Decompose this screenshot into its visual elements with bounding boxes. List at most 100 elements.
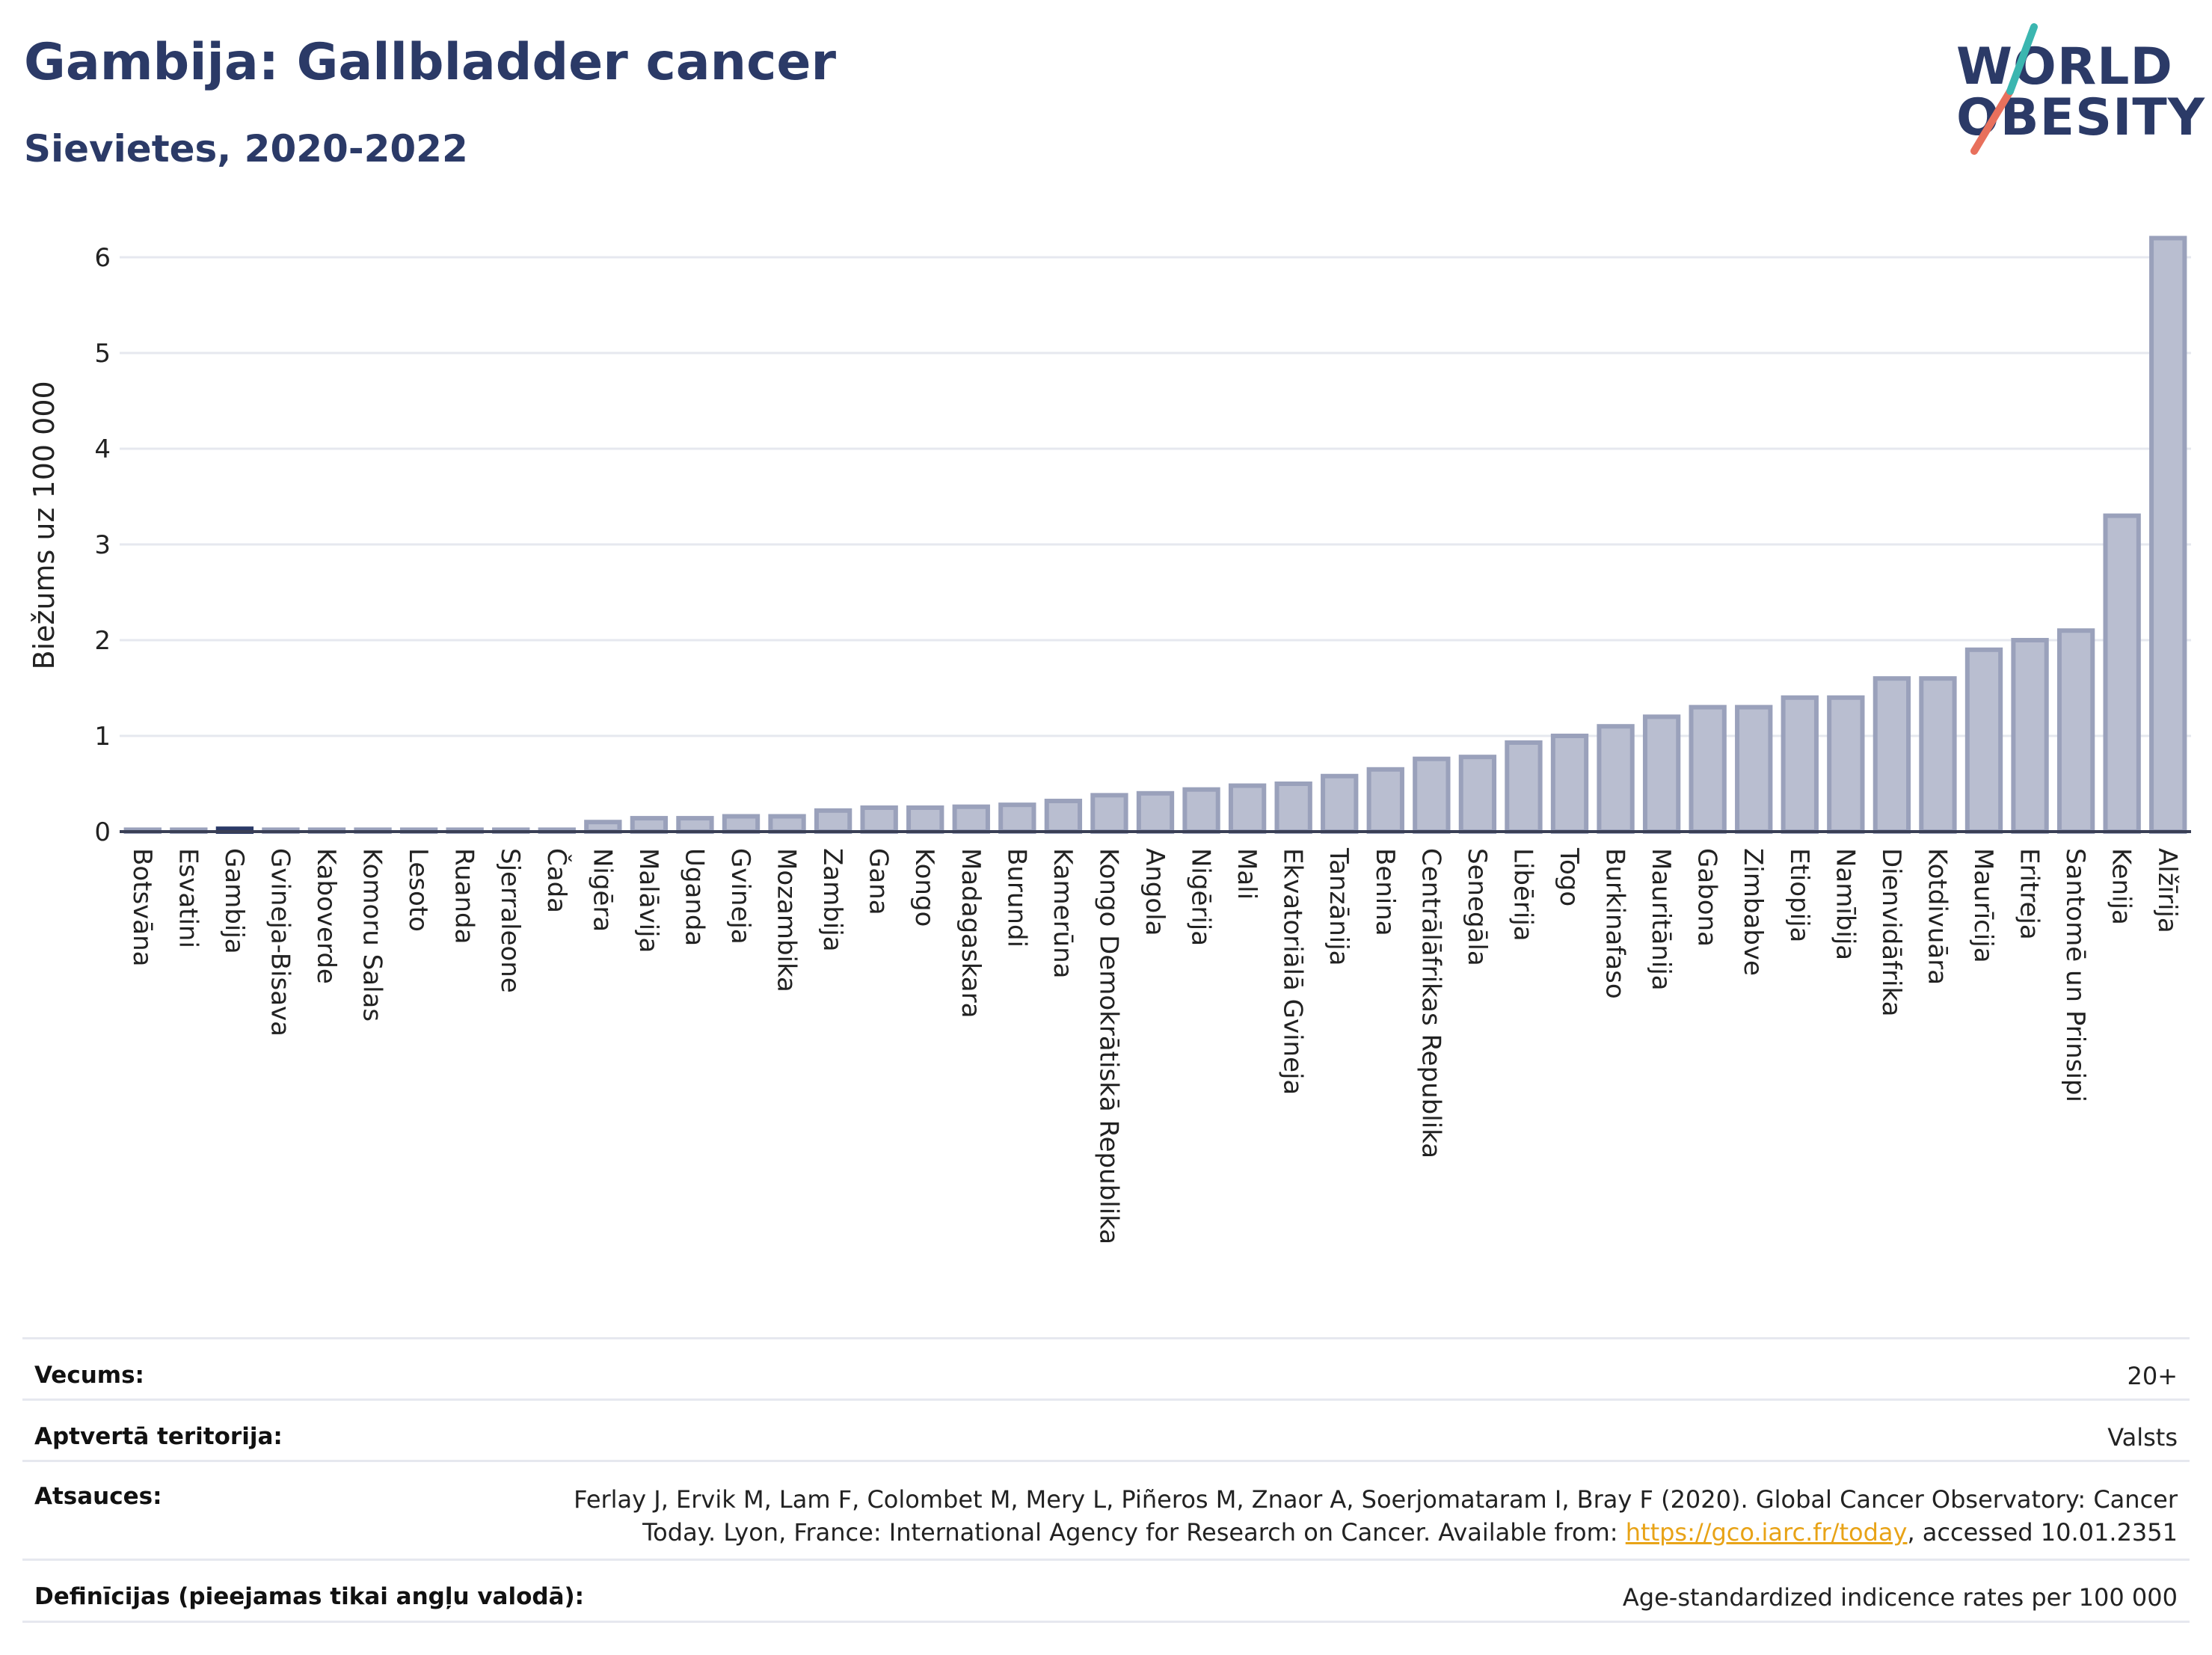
footer-label-age: Vecums: [34,1362,144,1389]
x-tick-label: Botsvāna [127,848,157,967]
footer-label-territory: Aptvertā teritorija: [34,1423,283,1450]
bar [1274,782,1312,834]
bar [998,802,1036,835]
y-tick-label: 0 [94,817,111,847]
x-tick-label: Libērija [1508,848,1537,942]
x-tick-label: Nigēra [587,848,617,932]
footer-label-definitions: Definīcijas (pieejamas tikai angļu valod… [34,1583,585,1610]
bar [1182,787,1220,835]
world-obesity-logo: WORLD OBESITY [1952,22,2205,157]
x-tick-label: Benina [1370,848,1400,936]
x-tick-label: Centrālāfrikas Republika [1416,848,1446,1158]
footer-label-sources: Atsauces: [34,1483,162,1510]
bar [1550,734,1589,834]
x-tick-label: Dienvidāfrika [1876,848,1906,1016]
y-tick-label: 4 [94,435,111,464]
footer-row-sources: Atsauces: Ferlay J, Ervik M, Lam F, Colo… [22,1460,2190,1559]
bar [630,816,669,834]
x-tick-label: Sjerraleone [495,848,525,993]
x-tick-label: Kongo [909,848,939,927]
x-tick-label: Kotdivuāra [1922,848,1952,985]
x-tick-label: Ruanda [449,848,479,944]
logo-slash-icon [1970,23,2038,155]
x-tick-label: Gvineja-Bisava [265,848,295,1037]
bar [1964,647,2003,834]
y-tick-label: 1 [94,722,111,752]
x-tick-label: Namībija [1830,848,1860,960]
x-tick-label: Zambija [817,848,847,952]
bar [676,816,714,834]
footer-value-age: 20+ [2127,1362,2178,1390]
x-tick-label: Senegāla [1462,848,1492,966]
x-tick-label: Kaboverde [311,848,341,984]
bar [1228,783,1267,835]
x-tick-label: Lesoto [403,848,433,932]
bar [1090,793,1128,834]
x-tick-label: Burundi [1001,848,1031,948]
x-tick-label: Kamerūna [1048,848,1078,978]
bar [814,808,852,834]
bar [1597,724,1635,835]
bar [1366,767,1404,835]
x-tick-label: Gabona [1692,848,1722,947]
chart-title: Gambija: Gallbladder cancer [24,33,837,92]
bar [1136,790,1175,835]
x-tick-label: Santomē un Prinsipi [2060,848,2090,1102]
bar [1505,740,1543,835]
footer-row-age: Vecums: 20+ [22,1337,2190,1399]
x-tick-label: Uganda [679,848,709,946]
bar [1044,799,1083,835]
x-tick-label: Nigērija [1186,848,1216,946]
x-tick-label: Alžīrija [2152,848,2182,933]
x-tick-label: Gvineja [725,848,755,945]
x-tick-label: Eritreja [2015,848,2044,940]
logo-line1: WORLD [1956,37,2173,96]
bar [860,805,898,834]
bar [1689,704,1727,834]
x-tick-label: Burkinafaso [1600,848,1630,999]
bar [1827,695,1865,834]
source-link[interactable]: https://gco.iarc.fr/today [1625,1518,1908,1547]
bar-chart: 0 1 2 3 4 5 6 Biežums uz 100 000 Botsvāna Esvatin… [28,236,2191,1244]
footer-source-line2-before: Today. Lyon, France: International Agenc… [642,1518,1626,1547]
bar [1642,714,1681,835]
bar [1321,773,1359,835]
y-tick-label: 3 [94,530,111,560]
y-tick-label: 5 [94,339,111,369]
bar [1919,676,1957,835]
x-tick-label: Zimbabve [1738,848,1768,976]
bar [722,814,761,835]
x-tick-label: Kenija [2107,848,2136,925]
x-tick-label: Mozambika [772,848,802,992]
x-tick-label: Mali [1232,848,1262,900]
x-tick-label: Komoru Salas [357,848,387,1022]
footer-value-sources: Ferlay J, Ervik M, Lam F, Colombet M, Me… [574,1483,2178,1549]
footer-row-definitions: Definīcijas (pieejamas tikai angļu valod… [22,1559,2190,1623]
x-tick-label: Madagaskara [956,848,986,1018]
chart-subtitle: Sievietes, 2020-2022 [24,127,468,171]
footer-value-territory: Valsts [2107,1423,2178,1452]
bar [2103,513,2141,834]
x-tick-label: Etiopija [1784,848,1814,942]
x-tick-label: Čada [541,848,572,913]
bar [1872,676,1911,835]
bar [2011,638,2049,834]
bar [2056,628,2095,834]
bar [1781,695,1819,834]
y-axis-label: Biežums uz 100 000 [28,381,61,669]
bar [2149,236,2187,834]
x-tick-label: Angola [1140,848,1170,936]
x-tick-label: Gana [864,848,894,915]
bar [1735,704,1773,834]
bar [952,804,990,834]
footer-source-line1: Ferlay J, Ervik M, Lam F, Colombet M, Me… [574,1485,2178,1514]
y-tick-label: 6 [94,243,111,273]
bar [768,814,806,835]
bar [1458,755,1497,834]
bar [1413,756,1451,834]
x-tick-label: Ekvatoriālā Gvineja [1278,848,1308,1095]
x-tick-label: Gambija [219,848,249,954]
footer-row-territory: Aptvertā teritorija: Valsts [22,1398,2190,1461]
footer-source-line2: Today. Lyon, France: International Agenc… [574,1516,2178,1549]
x-tick-label: Maurīcija [1968,848,1998,963]
